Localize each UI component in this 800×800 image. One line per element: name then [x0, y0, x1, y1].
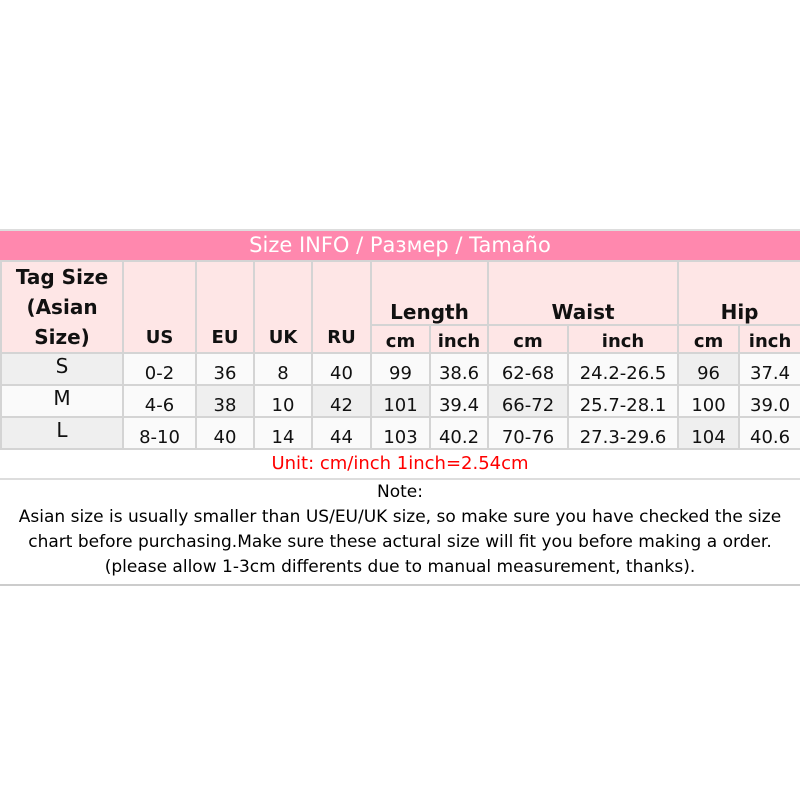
table-cell: 38 [195, 384, 255, 418]
header-ru: RU [311, 260, 372, 354]
table-cell: 39.0 [738, 384, 800, 418]
note-block: Note: Asian size is usually smaller than… [0, 480, 800, 586]
header-length-inch: inch [428, 323, 490, 355]
table-cell: 8 [253, 352, 313, 386]
table-cell: 40.6 [738, 416, 800, 450]
note-text: Asian size is usually smaller than US/EU… [18, 507, 782, 577]
table-cell: 38.6 [428, 352, 490, 386]
table-cell: 66-72 [487, 384, 570, 418]
size-label: L [0, 416, 124, 450]
table-cell: 100 [677, 384, 741, 418]
header-hip-cm: cm [677, 323, 741, 355]
table-cell: 0-2 [122, 352, 197, 386]
table-cell: 10 [253, 384, 313, 418]
header-eu: EU [195, 260, 255, 354]
table-cell: 96 [677, 352, 741, 386]
table-cell: 40 [311, 352, 372, 386]
header-length-cm: cm [370, 323, 431, 355]
header-waist-inch: inch [567, 323, 680, 355]
header-waist: Waist [487, 260, 680, 326]
header-uk: UK [253, 260, 313, 354]
table-cell: 37.4 [738, 352, 800, 386]
table-row: M 4-6 38 10 42 101 39.4 66-72 25.7-28.1 100 39.0 [0, 384, 800, 418]
table-cell: 40.2 [428, 416, 490, 450]
table-cell: 25.7-28.1 [567, 384, 680, 418]
table-cell: 99 [370, 352, 431, 386]
table-cell: 36 [195, 352, 255, 386]
table-row: L 8-10 40 14 44 103 40.2 70-76 27.3-29.6 104 40.6 [0, 416, 800, 450]
table-cell: 101 [370, 384, 431, 418]
table-cell: 4-6 [122, 384, 197, 418]
table-cell: 40 [195, 416, 255, 450]
table-cell: 27.3-29.6 [567, 416, 680, 450]
table-cell: 39.4 [428, 384, 490, 418]
table-cell: 104 [677, 416, 741, 450]
table-cell: 8-10 [122, 416, 197, 450]
table-row: S 0-2 36 8 40 99 38.6 62-68 24.2-26.5 96 37.4 [0, 352, 800, 386]
table-cell: 24.2-26.5 [567, 352, 680, 386]
size-chart: Size INFO / Размер / Tamaño Tag Size (As… [0, 229, 800, 586]
header-tag-size: Tag Size (Asian Size) [0, 260, 124, 354]
header-us: US [122, 260, 197, 354]
table-cell: 14 [253, 416, 313, 450]
header-waist-cm: cm [487, 323, 570, 355]
table-cell: 103 [370, 416, 431, 450]
note-title: Note: [377, 482, 423, 502]
header-hip: Hip [677, 260, 800, 326]
size-table: Tag Size (Asian Size) US EU UK RU Length… [0, 260, 800, 450]
table-cell: 42 [311, 384, 372, 418]
header-length: Length [369, 260, 490, 326]
table-cell: 44 [311, 416, 372, 450]
table-cell: 70-76 [487, 416, 570, 450]
chart-title: Size INFO / Размер / Tamaño [0, 229, 800, 260]
size-label: S [0, 352, 124, 386]
header-hip-inch: inch [738, 323, 800, 355]
size-label: M [0, 384, 124, 418]
unit-note: Unit: cm/inch 1inch=2.54cm [0, 450, 800, 480]
table-cell: 62-68 [487, 352, 570, 386]
